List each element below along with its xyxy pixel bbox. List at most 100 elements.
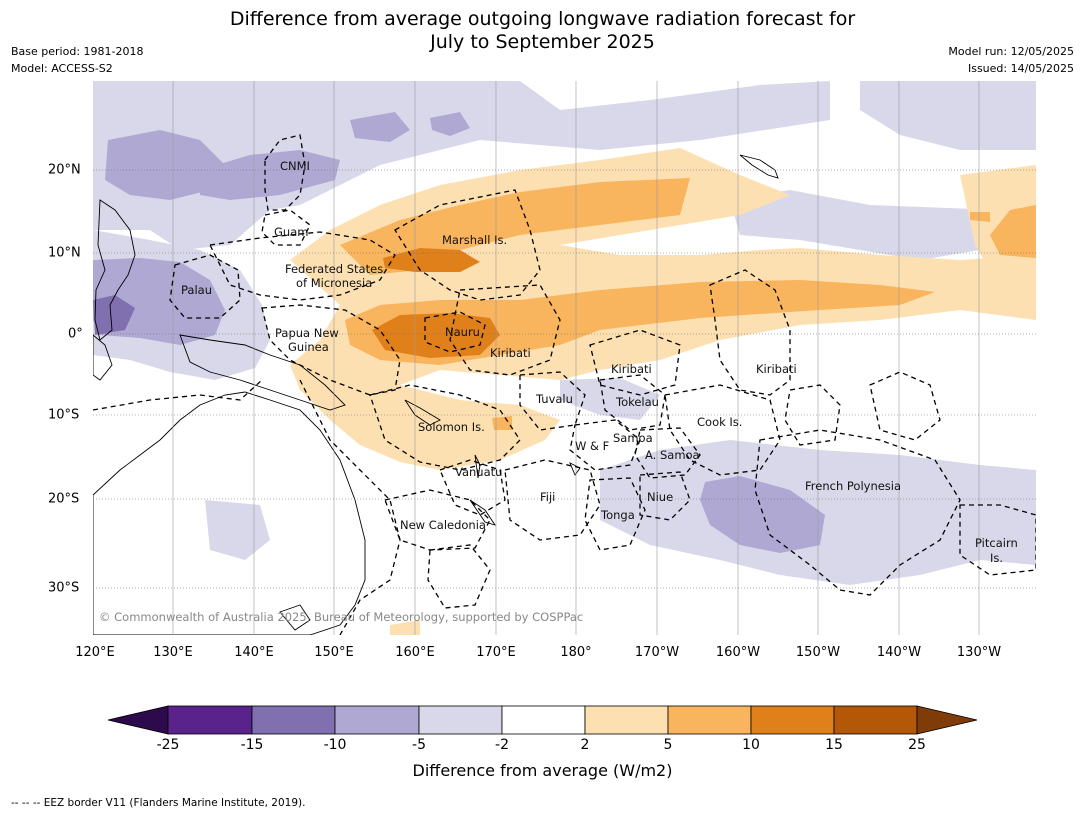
lat-label: 30°S: [48, 580, 80, 596]
hawaii-coast: [739, 154, 779, 179]
label-kiribati-east: Kiribati: [756, 362, 797, 376]
lon-label: 140°W: [876, 645, 922, 660]
gridlines: [172, 81, 980, 635]
colorbar-tick: 5: [663, 737, 673, 753]
eez-kiribati-e: [709, 269, 791, 396]
solomon-islands-coast: [404, 399, 441, 426]
eez-tokelau: [599, 374, 666, 431]
colorbar-arrow-low: [107, 705, 169, 735]
colorbar-tick: 10: [742, 737, 760, 753]
colorbar-swatch-5: [501, 705, 586, 735]
colorbar-swatch-4: [418, 705, 503, 735]
label-tonga: Tonga: [600, 508, 635, 522]
label-samoa: Samoa: [613, 431, 653, 445]
lat-label: 20°N: [48, 162, 81, 178]
eez-borders: [93, 134, 1036, 635]
eez-vanuatu: [439, 459, 506, 516]
lon-label: 130°W: [956, 645, 1002, 660]
eez-australia-east: [299, 379, 401, 635]
eez-line-islands: [784, 384, 841, 446]
map-title: Difference from average outgoing longwav…: [0, 8, 1085, 54]
label-cnmi: CNMI: [280, 159, 310, 173]
colorbar-tick: -10: [323, 737, 347, 753]
lon-label: 140°E: [234, 645, 274, 660]
label-vanuatu: Vanuatu: [455, 465, 502, 479]
label-kiribati-west: Kiribati: [490, 346, 531, 360]
label-png-1: Papua New: [275, 326, 339, 340]
meta-left: Base period: 1981-2018 Model: ACCESS-S2: [11, 43, 143, 77]
issued-date: Issued: 14/05/2025: [967, 62, 1074, 75]
label-nauru: Nauru: [445, 325, 480, 339]
colorbar-swatch-7: [667, 705, 752, 735]
pos5-region-east: [990, 205, 1036, 258]
model-name: Model: ACCESS-S2: [11, 62, 113, 75]
label-marshall: Marshall Is.: [442, 233, 507, 247]
label-palau: Palau: [181, 283, 212, 297]
eez-nauru: [424, 311, 486, 353]
label-kiribati-central: Kiribati: [611, 362, 652, 376]
label-guam: Guam: [274, 225, 308, 239]
eez-norfolk: [427, 544, 491, 609]
label-tuvalu: Tuvalu: [535, 392, 573, 406]
colorbar-tick: -2: [495, 737, 509, 753]
eez-guam: [261, 209, 311, 246]
eez-cnmi: [264, 134, 306, 211]
neg10-region-south: [700, 476, 825, 553]
lon-label: 170°W: [634, 645, 680, 660]
label-new-caledonia: New Caledonia: [400, 518, 486, 532]
eez-legend-footer: -- -- -- EEZ border V11 (Flanders Marine…: [11, 797, 306, 809]
eez-marshall: [394, 189, 541, 301]
lat-label: 20°S: [48, 491, 80, 507]
tasmania-coast: [279, 604, 311, 631]
colorbar-swatch-1: [167, 705, 253, 735]
land-outlines: [93, 154, 779, 635]
copyright-notice: © Commonwealth of Australia 2025, Bureau…: [99, 610, 584, 624]
model-run: Model run: 12/05/2025: [948, 45, 1074, 58]
new-caledonia-coast: [469, 499, 497, 526]
eez-samoa: [569, 419, 641, 471]
eez-kiribati-c: [589, 329, 681, 396]
positive-anomaly-regions: [290, 148, 1036, 635]
eez-palau: [169, 254, 241, 319]
eez-fsm: [209, 231, 396, 301]
colorbar-tick: 15: [825, 737, 843, 753]
pos5-region-se: [970, 212, 990, 222]
eez-cook: [664, 384, 781, 476]
eez-kiribati-w: [449, 284, 561, 376]
label-solomon: Solomon Is.: [418, 420, 485, 434]
colorbar-swatch-3: [334, 705, 420, 735]
place-labels: CNMI Guam Marshall Is. Federated States …: [181, 159, 1018, 565]
colorbar-tick: -5: [412, 737, 426, 753]
lat-label: 10°S: [48, 407, 80, 423]
eez-solomon: [369, 384, 521, 471]
eez-asamoa: [634, 427, 701, 479]
neg-region-nw-strip: [860, 81, 1036, 150]
label-png-2: Guinea: [288, 340, 329, 354]
eez-fiji: [504, 459, 601, 541]
neg-region-north: [93, 81, 830, 250]
label-tokelau: Tokelau: [615, 395, 659, 409]
colorbar-swatch-8: [750, 705, 835, 735]
colorbar-arrow-high: [916, 705, 978, 735]
lon-label: 150°W: [795, 645, 841, 660]
eez-tuvalu: [519, 371, 586, 431]
neg-region-south-pacific-2: [560, 378, 660, 420]
pos10-region-equator: [372, 313, 500, 358]
borneo-coast: [93, 334, 113, 381]
label-wallis-futuna: W & F: [575, 439, 609, 453]
colorbar-tick: -15: [240, 737, 264, 753]
label-pitcairn-2: Is.: [990, 551, 1003, 565]
colorbar-tick: -25: [156, 737, 180, 753]
lon-label: 150°E: [314, 645, 354, 660]
vanuatu-coast: [474, 454, 481, 479]
pos5-region-equator: [345, 280, 935, 365]
colorbar: [107, 705, 978, 735]
eez-marquesas: [869, 371, 941, 441]
neg15-region-west: [93, 295, 135, 335]
label-american-samoa: A. Samoa: [645, 448, 700, 462]
lon-label: 160°W: [715, 645, 761, 660]
eez-png: [261, 304, 401, 396]
label-french-polynesia: French Polynesia: [805, 479, 901, 493]
neg-region-hawaii-band: [730, 190, 1036, 260]
